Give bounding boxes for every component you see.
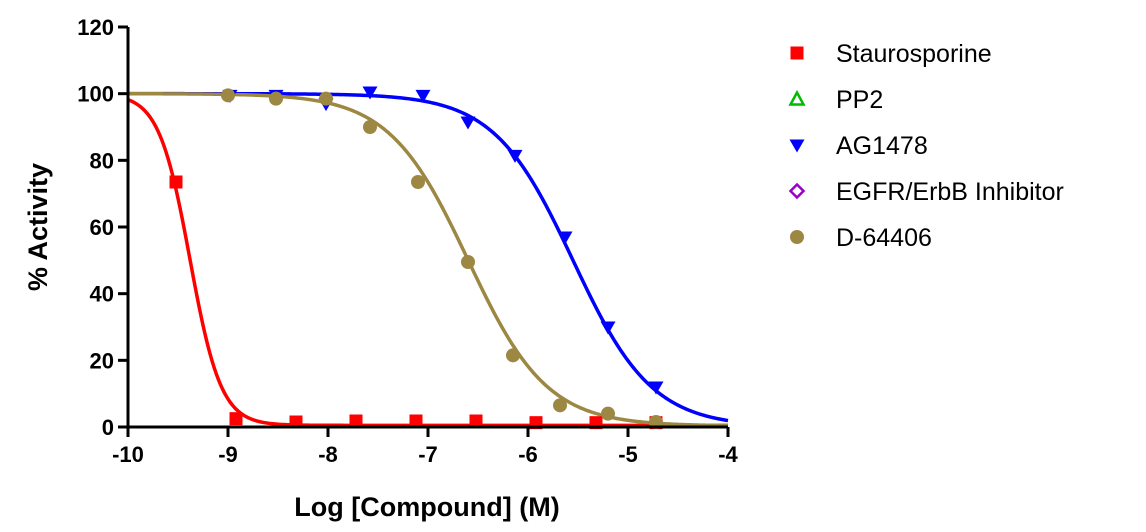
data-point-4-4 [411, 175, 425, 189]
data-point-0-5 [469, 414, 483, 428]
x-axis-title: Log [Compound] (M) [294, 492, 559, 522]
data-point-4-7 [553, 398, 567, 413]
data-point-2-4 [415, 89, 431, 103]
x-tick-label-3: -7 [418, 442, 438, 467]
data-point-2-3 [362, 86, 378, 100]
legend-label-0: Staurosporine [836, 40, 992, 68]
y-tick-label-0: 0 [102, 415, 114, 440]
data-point-0-4 [409, 414, 423, 428]
legend-marker-2 [789, 139, 805, 153]
legend-label-3: EGFR/ErbB Inhibitor [836, 178, 1064, 206]
x-tick-label-1: -9 [218, 442, 238, 467]
fit-curve-2 [128, 91, 729, 423]
data-point-2-7 [557, 231, 573, 245]
axes: -10 -9 -8 -7 -6 -5 -4 0 20 40 60 80 100 120 [77, 15, 738, 467]
fit-curve-0 [127, 98, 728, 428]
y-tick-label-1: 20 [90, 348, 114, 373]
data-point-0-3 [349, 414, 363, 428]
x-tick-label-2: -8 [318, 442, 338, 467]
data-point-4-3 [363, 120, 377, 134]
y-tick-label-5: 100 [77, 82, 114, 107]
data-point-4-6 [506, 348, 520, 363]
data-point-4-2 [319, 91, 333, 106]
data-point-4-8 [601, 406, 615, 421]
legend-label-2: AG1478 [836, 132, 928, 160]
data-point-2-8 [600, 321, 616, 335]
y-tick-label-6: 120 [77, 15, 114, 40]
x-tick-label-6: -4 [718, 442, 738, 467]
data-point-0-0 [169, 175, 183, 189]
plot-area [127, 86, 729, 430]
y-axis-title: % Activity [23, 163, 53, 291]
data-point-2-9 [648, 381, 664, 395]
data-point-2-5 [460, 116, 476, 130]
x-tick-label-0: -10 [112, 442, 144, 467]
legend: Staurosporine PP2 AG1478 EGFR/ErbB Inhibito… [788, 40, 1064, 252]
legend-marker-4 [790, 230, 804, 244]
data-point-4-1 [269, 91, 283, 106]
data-point-4-0 [221, 88, 235, 103]
x-tick-label-4: -6 [518, 442, 538, 467]
legend-label-1: PP2 [836, 86, 883, 114]
data-point-2-6 [507, 149, 523, 163]
y-tick-label-4: 80 [90, 148, 114, 173]
data-point-0-1 [229, 412, 243, 426]
data-point-4-5 [461, 255, 475, 269]
y-tick-label-3: 60 [90, 215, 114, 240]
legend-label-4: D-64406 [836, 224, 932, 252]
legend-marker-1 [788, 89, 806, 106]
x-tick-label-5: -5 [618, 442, 638, 467]
legend-marker-0 [790, 46, 804, 60]
y-tick-label-2: 40 [90, 282, 114, 307]
data-point-0-2 [289, 415, 303, 429]
legend-marker-3 [788, 182, 806, 200]
